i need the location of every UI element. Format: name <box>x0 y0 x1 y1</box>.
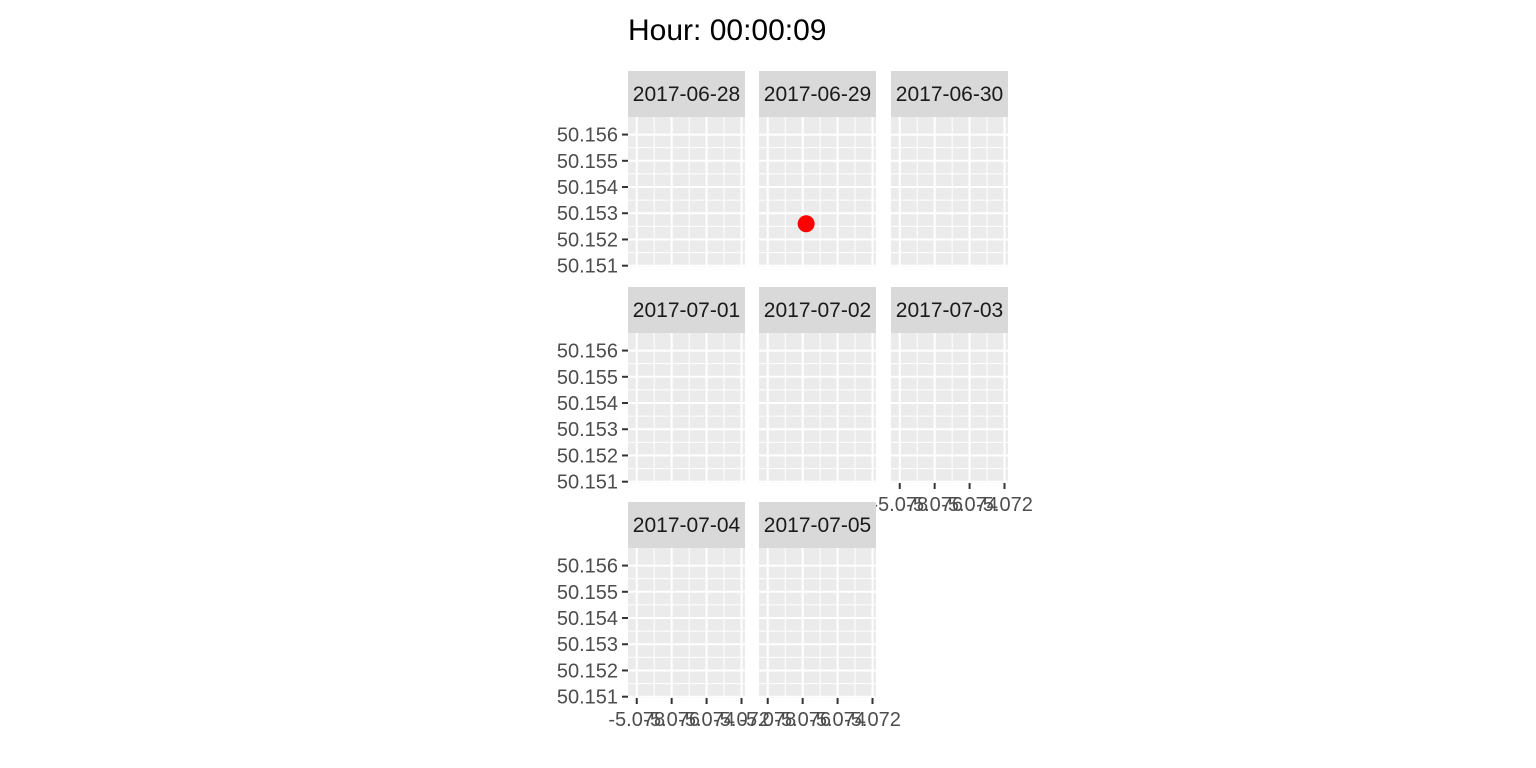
facet-strip <box>759 502 876 548</box>
facet-panel-2017-07-02: 2017-07-02 <box>759 287 876 483</box>
facet-strip-label: 2017-07-04 <box>633 514 741 537</box>
y-tick-label: 50.153 <box>557 203 618 225</box>
facet-panels: 2017-06-28 50.151 50.152 50.153 50.154 50.155… <box>557 71 1033 731</box>
x-tick-label: -5.076 <box>906 494 963 516</box>
facet-strip <box>628 287 745 333</box>
panel-background <box>628 548 745 698</box>
y-tick-label: 50.152 <box>557 660 618 682</box>
facet-strip-label: 2017-06-30 <box>896 83 1003 106</box>
facet-strip <box>628 502 745 548</box>
y-tick-label: 50.152 <box>557 229 618 251</box>
y-tick-label: 50.153 <box>557 634 618 656</box>
facet-strip <box>628 71 745 117</box>
y-tick-label: 50.156 <box>557 556 618 578</box>
y-tick-label: 50.154 <box>557 608 618 630</box>
facet-strip-label: 2017-06-29 <box>764 83 871 106</box>
facet-strip <box>891 287 1008 333</box>
panel-background <box>628 333 745 483</box>
y-tick-label: 50.151 <box>557 256 618 278</box>
facet-panel-2017-06-28: 2017-06-28 50.151 50.152 50.153 50.154 50.155… <box>557 71 745 278</box>
facet-panel-2017-07-01: 2017-07-01 50.151 50.152 50.153 50.154 50.155… <box>557 287 745 494</box>
panel-background <box>891 117 1008 267</box>
x-tick-label: -5.074 <box>678 709 735 731</box>
x-tick-label: -5.078 <box>608 709 665 731</box>
facet-strip-label: 2017-07-02 <box>764 299 871 322</box>
y-tick-label: 50.152 <box>557 445 618 467</box>
facet-panel-2017-07-05: 2017-07-05 -5.078-5.076-5.074-5.072 <box>739 502 901 731</box>
chart-title: Hour: 00:00:09 <box>628 14 826 47</box>
facet-panel-2017-07-04: 2017-07-04 50.151 50.152 50.153 50.154 50.155… <box>557 502 770 731</box>
x-tick-label: -5.078 <box>871 494 928 516</box>
y-tick-label: 50.153 <box>557 419 618 441</box>
facet-strip-label: 2017-07-01 <box>633 299 740 322</box>
y-tick-label: 50.155 <box>557 367 618 389</box>
panel-background <box>759 117 876 267</box>
y-tick-label: 50.155 <box>557 582 618 604</box>
y-tick-label: 50.155 <box>557 151 618 173</box>
data-point <box>797 215 815 233</box>
x-tick-label: -5.072 <box>976 494 1033 516</box>
panel-background <box>628 117 745 267</box>
x-tick-label: -5.076 <box>643 709 700 731</box>
facet-strip-label: 2017-07-03 <box>896 299 1003 322</box>
facet-strip <box>759 287 876 333</box>
panel-background <box>759 548 876 698</box>
x-tick-label: -5.072 <box>844 709 901 731</box>
y-tick-label: 50.151 <box>557 472 618 494</box>
facet-strip-label: 2017-07-05 <box>764 514 871 537</box>
y-tick-label: 50.151 <box>557 687 618 709</box>
x-tick-label: -5.076 <box>774 709 831 731</box>
facet-strip <box>891 71 1008 117</box>
x-tick-label: -5.078 <box>739 709 796 731</box>
y-tick-label: 50.156 <box>557 125 618 147</box>
panel-background <box>759 333 876 483</box>
facet-panel-2017-06-29: 2017-06-29 <box>759 71 876 267</box>
x-tick-label: -5.074 <box>941 494 998 516</box>
facet-panel-2017-06-30: 2017-06-30 <box>891 71 1008 267</box>
facet-strip <box>759 71 876 117</box>
x-tick-label: -5.072 <box>713 709 770 731</box>
facet-strip-label: 2017-06-28 <box>633 83 740 106</box>
x-tick-label: -5.074 <box>809 709 866 731</box>
panel-background <box>891 333 1008 483</box>
y-tick-label: 50.154 <box>557 393 618 415</box>
facet-panel-2017-07-03: 2017-07-03 -5.078-5.076-5.074-5.072 <box>871 287 1033 516</box>
y-tick-label: 50.156 <box>557 341 618 363</box>
y-tick-label: 50.154 <box>557 177 618 199</box>
